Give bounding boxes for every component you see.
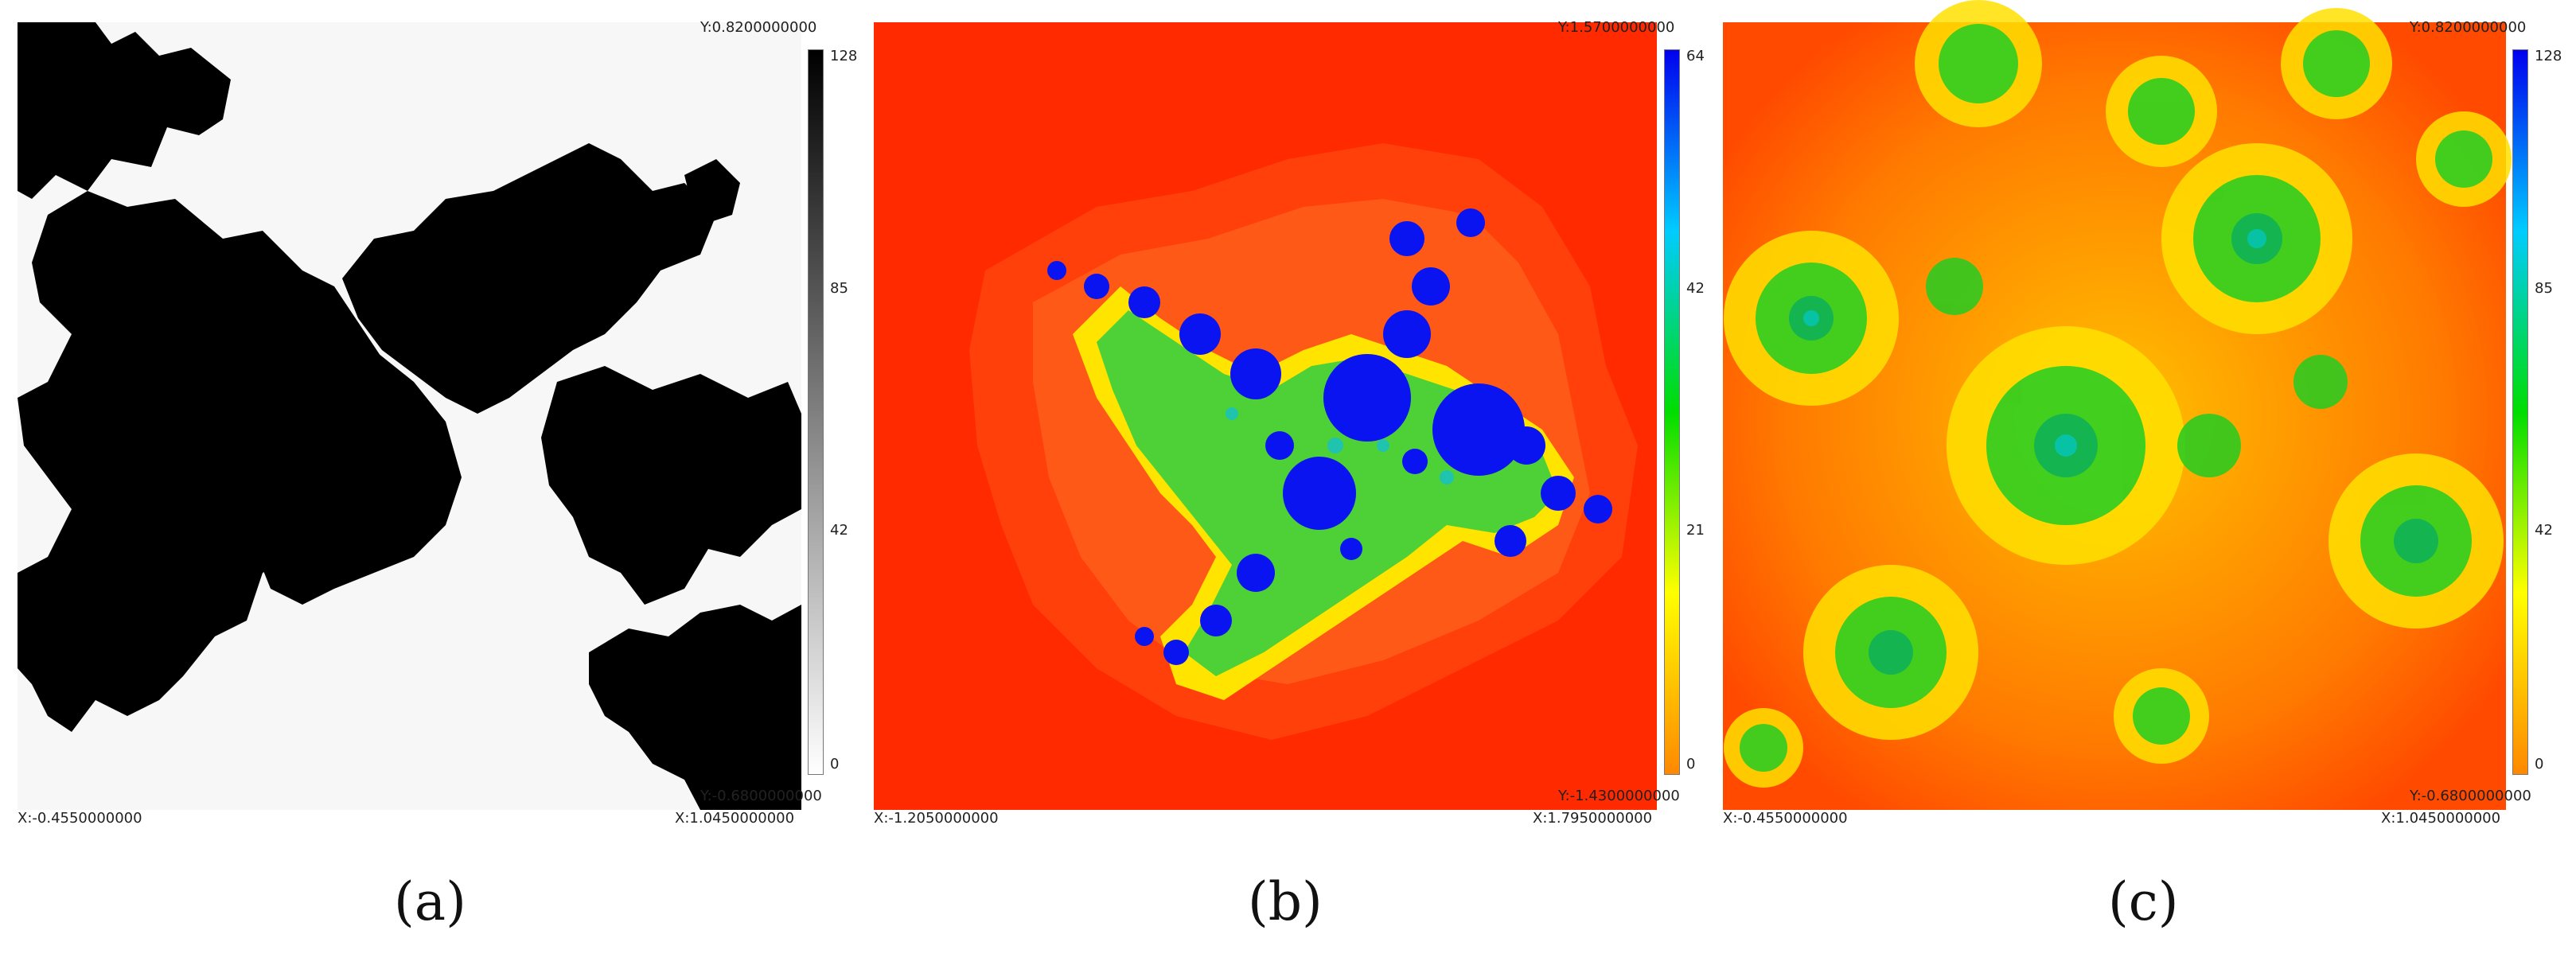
colorbar-tick-c-2: 42 bbox=[2535, 522, 2553, 539]
colorbar-tick-c-1: 85 bbox=[2535, 280, 2553, 297]
caption-a: (a) bbox=[394, 871, 466, 932]
fractal-image-c bbox=[1723, 0, 2512, 810]
panel-a: 128 85 42 0 Y:0.8200000000 Y:-0.68000000… bbox=[0, 0, 858, 969]
x-min-label-b: X:-1.2050000000 bbox=[874, 810, 999, 827]
colorbar-tick-a-1: 85 bbox=[830, 280, 848, 297]
colorbar-tick-a-2: 42 bbox=[830, 522, 848, 539]
colorbar-a bbox=[808, 49, 824, 775]
fractal-image-a bbox=[18, 22, 801, 810]
x-min-label-c: X:-0.4550000000 bbox=[1723, 810, 1848, 827]
y-max-label-c: Y:0.8200000000 bbox=[2410, 19, 2527, 36]
caption-c: (c) bbox=[2108, 871, 2179, 932]
panel-c: 128 85 42 0 Y:0.8200000000 Y:-0.68000000… bbox=[1716, 0, 2572, 969]
y-min-label-c: Y:-0.6800000000 bbox=[2410, 788, 2531, 804]
colorbar-tick-a-0: 128 bbox=[830, 48, 858, 64]
colorbar-tick-a-3: 0 bbox=[830, 756, 840, 772]
colorbar-tick-b-1: 42 bbox=[1686, 280, 1705, 297]
colorbar-tick-c-3: 0 bbox=[2535, 756, 2544, 772]
colorbar-tick-c-0: 128 bbox=[2535, 48, 2562, 64]
fractal-image-b bbox=[874, 22, 1657, 810]
colorbar-tick-b-3: 0 bbox=[1686, 756, 1696, 772]
colorbar-c bbox=[2512, 49, 2528, 775]
colorbar-tick-b-0: 64 bbox=[1686, 48, 1705, 64]
x-min-label-a: X:-0.4550000000 bbox=[18, 810, 142, 827]
colorbar-b bbox=[1664, 49, 1680, 775]
y-min-label-b: Y:-1.4300000000 bbox=[1558, 788, 1680, 804]
y-max-label-b: Y:1.5700000000 bbox=[1558, 19, 1675, 36]
y-min-label-a: Y:-0.6800000000 bbox=[700, 788, 822, 804]
caption-b: (b) bbox=[1248, 871, 1323, 932]
x-max-label-c: X:1.0450000000 bbox=[2381, 810, 2501, 827]
y-max-label-a: Y:0.8200000000 bbox=[700, 19, 817, 36]
colorbar-tick-b-2: 21 bbox=[1686, 522, 1705, 539]
panel-b: 64 42 21 0 Y:1.5700000000 Y:-1.430000000… bbox=[858, 0, 1714, 969]
x-max-label-b: X:1.7950000000 bbox=[1533, 810, 1653, 827]
x-max-label-a: X:1.0450000000 bbox=[675, 810, 795, 827]
